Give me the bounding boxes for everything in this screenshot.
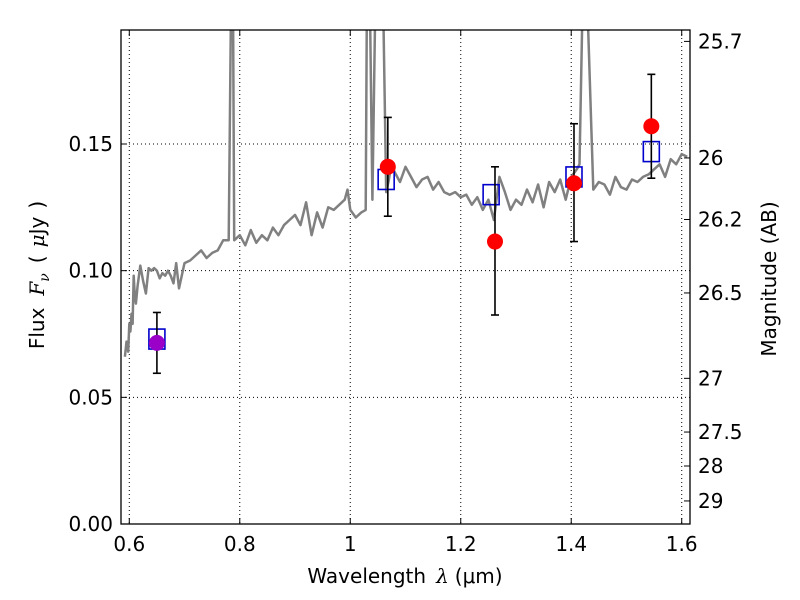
x-tick-label: 1 bbox=[344, 532, 357, 556]
right-axis-label: Magnitude (AB) bbox=[757, 201, 781, 356]
y-axis-label-subscript: ν bbox=[37, 273, 53, 282]
grid-lines bbox=[121, 30, 690, 525]
model-photometry-square bbox=[482, 183, 500, 206]
y-axis-label-close: ) bbox=[25, 201, 49, 209]
spectrum-line bbox=[123, 30, 688, 357]
axis-ticks: 0.6 0.8 1 1.2 1.4 1.6 0.00 0.05 0.10 0.15 25.7 26 26… bbox=[68, 29, 742, 556]
x-tick-label: 1.6 bbox=[666, 532, 698, 556]
observed-photometry-point bbox=[565, 175, 582, 192]
observed-photometry-point bbox=[379, 158, 396, 175]
x-axis-label-text: Wavelength bbox=[307, 564, 426, 588]
x-tick-label: 0.8 bbox=[224, 532, 256, 556]
y-tick-label: 0.15 bbox=[68, 132, 113, 156]
right-tick-label: 26.2 bbox=[698, 207, 743, 231]
right-tick-label: 28 bbox=[698, 454, 723, 478]
x-tick-label: 0.6 bbox=[113, 532, 145, 556]
right-tick-label: 26 bbox=[698, 146, 723, 170]
observed-photometry-point bbox=[486, 233, 503, 250]
y-axis-label-symbol: F bbox=[25, 281, 49, 297]
y-axis-label-mu: μ bbox=[25, 234, 49, 247]
x-tick-label: 1.2 bbox=[445, 532, 477, 556]
y-axis-label-text: Flux bbox=[25, 307, 49, 349]
observed-photometry-point bbox=[148, 334, 165, 351]
plot-frame bbox=[120, 29, 691, 525]
right-tick-label: 27.5 bbox=[698, 420, 743, 444]
y-tick-label: 0.05 bbox=[68, 385, 113, 409]
y-axis-label: Flux Fν ( μJy) bbox=[25, 201, 53, 349]
spectrum-series-line bbox=[123, 30, 688, 357]
right-tick-label: 26.5 bbox=[698, 281, 743, 305]
right-tick-label: 25.7 bbox=[698, 29, 743, 53]
x-axis-label-symbol: λ bbox=[435, 564, 449, 588]
y-axis-label-open: ( bbox=[25, 255, 49, 263]
x-axis-label: Wavelength λ (μm) bbox=[307, 564, 502, 588]
y-tick-label: 0.00 bbox=[68, 512, 113, 536]
data-points bbox=[148, 73, 661, 375]
x-tick-label: 1.4 bbox=[555, 532, 587, 556]
right-tick-label: 29 bbox=[698, 489, 723, 513]
observed-photometry-point bbox=[643, 118, 660, 135]
y-axis-label-unit: Jy bbox=[25, 216, 49, 236]
x-axis-label-unit: (μm) bbox=[455, 564, 503, 588]
y-tick-label: 0.10 bbox=[68, 259, 113, 283]
right-tick-label: 27 bbox=[698, 366, 723, 390]
